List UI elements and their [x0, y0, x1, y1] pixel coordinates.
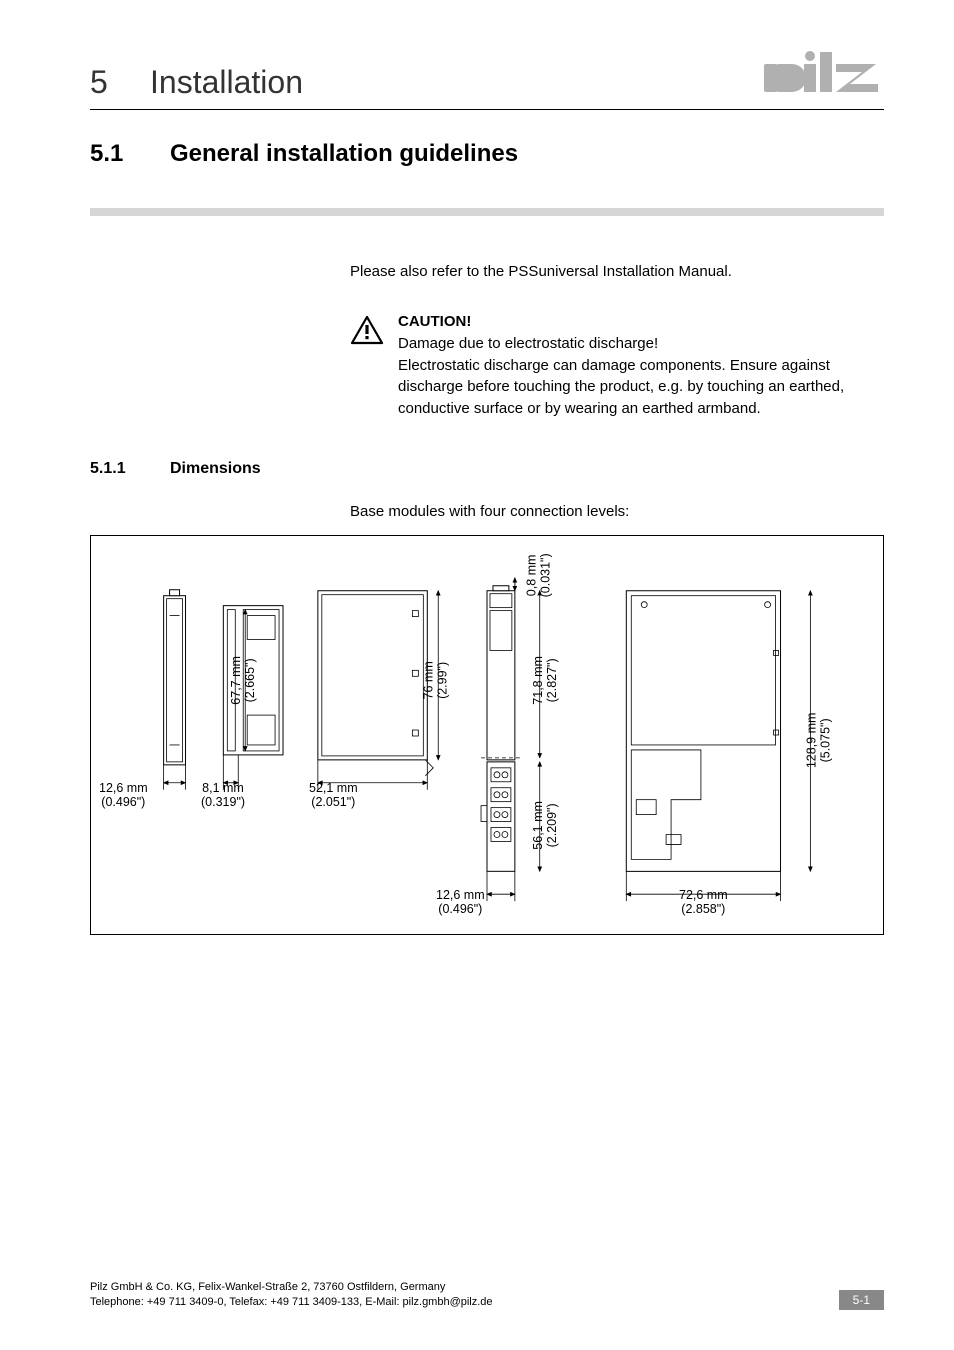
- subsection-title: Dimensions: [170, 460, 261, 478]
- section-heading: 5.1 General installation guidelines: [90, 140, 884, 168]
- dim-72-6: 72,6 mm(2.858"): [679, 888, 728, 917]
- chapter-number: 5: [90, 64, 150, 101]
- pilz-logo: [764, 50, 884, 101]
- caution-block: CAUTION! Damage due to electrostatic dis…: [350, 313, 874, 420]
- chapter-title-text: Installation: [150, 64, 303, 100]
- dim-128-9: 128,9 mm(5.075"): [804, 712, 833, 768]
- page-footer: Pilz GmbH & Co. KG, Felix-Wankel-Straße …: [90, 1280, 884, 1310]
- intro-paragraph: Please also refer to the PSSuniversal In…: [350, 261, 874, 283]
- caution-title: CAUTION!: [398, 313, 874, 330]
- dimensions-diagram: 12,6 mm(0.496") 8,1 mm(0.319") 52,1 mm(2…: [90, 535, 884, 935]
- dim-67-7: 67,7 mm(2.665"): [229, 656, 258, 705]
- caution-icon: [350, 315, 384, 350]
- dim-0-8: 0,8 mm(0.031"): [525, 553, 554, 597]
- dim-12-6b: 12,6 mm(0.496"): [436, 888, 485, 917]
- section-number: 5.1: [90, 140, 170, 168]
- separator-bar: [90, 208, 884, 216]
- subsection-heading: 5.1.1 Dimensions: [90, 460, 884, 478]
- dim-71-8: 71,8 mm(2.827"): [531, 656, 560, 705]
- dim-8-1: 8,1 mm(0.319"): [201, 781, 245, 810]
- caution-line1: Damage due to electrostatic discharge!: [398, 333, 874, 355]
- dim-12-6a: 12,6 mm(0.496"): [99, 781, 148, 810]
- footer-line1: Pilz GmbH & Co. KG, Felix-Wankel-Straße …: [90, 1280, 493, 1295]
- section-title: General installation guidelines: [170, 140, 518, 168]
- page-number-badge: 5-1: [839, 1290, 884, 1310]
- figure-caption: Base modules with four connection levels…: [350, 503, 884, 520]
- dim-76: 76 mm(2.99"): [422, 661, 451, 699]
- dim-56-1: 56,1 mm(2.209"): [531, 801, 560, 850]
- page-header: 5Installation: [90, 50, 884, 110]
- footer-line2: Telephone: +49 711 3409-0, Telefax: +49 …: [90, 1295, 493, 1310]
- dim-52-1: 52,1 mm(2.051"): [309, 781, 358, 810]
- chapter-title: 5Installation: [90, 64, 303, 101]
- subsection-number: 5.1.1: [90, 460, 170, 478]
- caution-body: Electrostatic discharge can damage compo…: [398, 355, 874, 420]
